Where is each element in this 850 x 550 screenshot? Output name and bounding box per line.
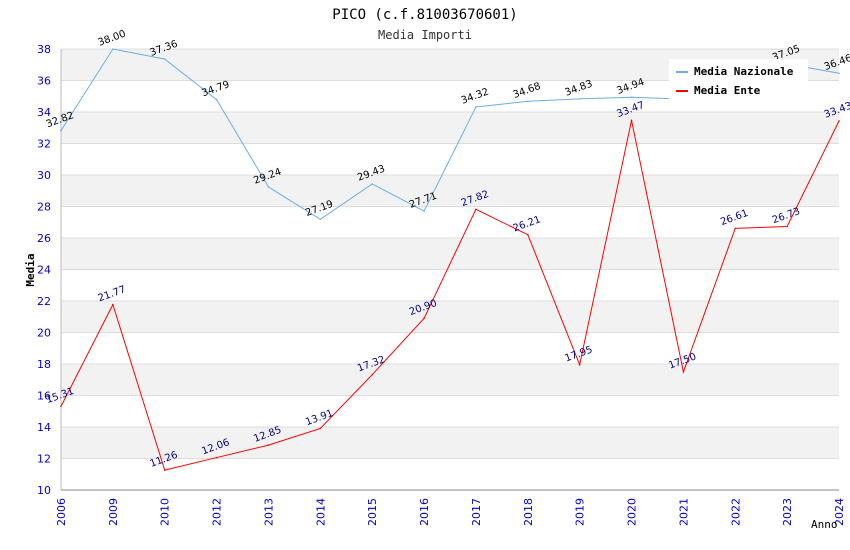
background-band xyxy=(61,112,839,144)
y-tick-label: 30 xyxy=(37,169,51,182)
chart-title: PICO (c.f.81003670601) xyxy=(332,7,517,23)
background-band xyxy=(61,206,839,238)
data-point xyxy=(786,225,788,228)
background-band xyxy=(61,301,839,333)
data-point xyxy=(527,100,529,103)
x-tick-label: 2020 xyxy=(626,498,639,526)
data-point xyxy=(423,210,425,212)
data-label: 38.00 xyxy=(97,29,128,49)
x-tick-label: 2015 xyxy=(366,498,379,526)
background-band xyxy=(61,427,839,459)
data-point xyxy=(578,363,581,366)
legend-box xyxy=(669,59,808,101)
series-line-ente xyxy=(60,120,840,471)
x-tick-label: 2009 xyxy=(107,498,120,526)
x-axis-label: Anno xyxy=(811,518,838,531)
x-tick-label: 2013 xyxy=(262,498,275,526)
x-tick-label: 2019 xyxy=(574,498,587,526)
data-point xyxy=(838,120,840,122)
y-tick-label: 34 xyxy=(37,106,51,119)
x-tick-label: 2018 xyxy=(522,498,535,526)
data-point xyxy=(682,371,685,373)
x-tick-label: 2024 xyxy=(833,498,846,526)
y-tick-label: 10 xyxy=(37,484,51,497)
x-tick-label: 2021 xyxy=(677,498,690,526)
data-point xyxy=(838,72,840,75)
x-tick-label: 2006 xyxy=(55,498,68,526)
y-tick-label: 28 xyxy=(37,201,51,214)
data-point xyxy=(475,208,477,211)
x-tick-label: 2014 xyxy=(314,498,327,526)
x-axis-ticks: 2006 2009 2010 2012 2013 2014 2015 2016 2017 2018… xyxy=(55,498,846,526)
background-band xyxy=(61,332,839,364)
y-tick-label: 26 xyxy=(37,232,51,245)
legend: Media Nazionale Media Ente xyxy=(669,59,808,101)
y-tick-label: 18 xyxy=(37,358,51,371)
y-tick-label: 38 xyxy=(37,43,51,56)
data-point xyxy=(215,98,218,101)
data-point xyxy=(734,227,737,230)
data-point xyxy=(371,183,374,185)
y-tick-label: 32 xyxy=(37,138,51,151)
legend-label-nazionale: Media Nazionale xyxy=(694,65,794,78)
data-point xyxy=(527,233,529,236)
y-tick-label: 24 xyxy=(37,264,51,277)
data-point xyxy=(578,98,581,100)
x-tick-label: 2010 xyxy=(159,498,172,526)
gridlines xyxy=(60,48,839,491)
y-tick-label: 12 xyxy=(37,453,51,466)
chart-subtitle: Media Importi xyxy=(378,28,472,42)
data-point xyxy=(60,405,62,408)
data-point xyxy=(423,317,425,320)
data-point xyxy=(163,58,166,60)
background-band xyxy=(61,269,839,301)
y-axis-ticks: 10 12 14 16 18 20 22 24 26 28 30 32 34 36 38 xyxy=(37,43,51,497)
y-tick-label: 14 xyxy=(37,421,51,434)
data-point xyxy=(630,119,633,122)
data-point xyxy=(319,427,322,430)
background-band xyxy=(61,175,839,207)
data-point xyxy=(371,373,374,376)
data-point xyxy=(163,469,166,471)
x-tick-label: 2023 xyxy=(781,498,794,526)
y-tick-label: 20 xyxy=(37,327,51,340)
y-tick-label: 36 xyxy=(37,75,51,88)
data-point xyxy=(319,218,322,221)
data-point xyxy=(112,48,114,50)
y-tick-label: 22 xyxy=(37,295,51,308)
legend-label-ente: Media Ente xyxy=(694,84,761,97)
x-tick-label: 2012 xyxy=(211,498,224,526)
data-point xyxy=(112,303,114,306)
background-band xyxy=(61,458,839,490)
background-band xyxy=(61,395,839,427)
y-tick-label: 16 xyxy=(37,390,51,403)
x-tick-label: 2022 xyxy=(729,498,742,526)
y-axis-label: Media xyxy=(24,253,37,286)
x-tick-label: 2017 xyxy=(470,498,483,526)
x-tick-label: 2016 xyxy=(418,498,431,526)
data-point xyxy=(475,106,477,108)
data-point xyxy=(267,444,270,446)
data-point xyxy=(60,129,62,132)
background-band xyxy=(61,364,839,396)
data-point xyxy=(267,186,270,188)
data-point xyxy=(630,96,633,98)
data-point xyxy=(215,456,218,459)
